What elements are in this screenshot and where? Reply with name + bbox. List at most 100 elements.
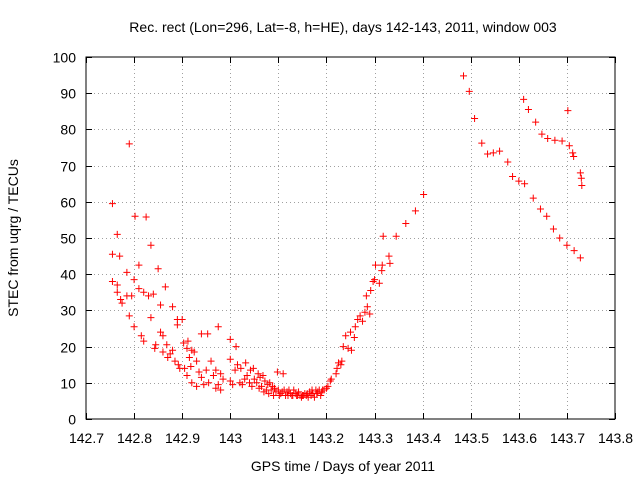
data-point [113, 230, 121, 238]
data-point [538, 130, 546, 138]
x-tick-label: 143.8 [598, 430, 633, 446]
data-point [125, 140, 133, 148]
x-tick-label: 143.1 [261, 430, 296, 446]
x-tick-label: 143.7 [550, 430, 585, 446]
data-point [118, 299, 126, 307]
y-tick-label: 40 [60, 267, 76, 283]
data-point [184, 337, 192, 345]
data-point [246, 366, 254, 374]
y-tick-label: 80 [60, 122, 76, 138]
axis-ticks [86, 57, 616, 420]
data-point [130, 276, 138, 284]
data-point [157, 301, 165, 309]
data-point [362, 292, 370, 300]
data-point [359, 317, 367, 325]
x-tick-label: 142.8 [117, 430, 152, 446]
data-point [204, 330, 212, 338]
data-point [350, 334, 358, 342]
data-point [332, 370, 340, 378]
data-point [342, 332, 350, 340]
data-point [147, 241, 155, 249]
data-point [275, 391, 283, 399]
x-tick-label: 143.6 [502, 430, 537, 446]
data-point [181, 364, 189, 372]
data-point [520, 95, 528, 103]
data-point [337, 361, 345, 369]
data-point [354, 315, 362, 323]
data-point [338, 357, 346, 365]
data-point [161, 283, 169, 291]
data-point [578, 182, 586, 190]
data-point [356, 312, 364, 320]
data-point [327, 375, 335, 383]
data-point [465, 87, 473, 95]
data-point [212, 384, 220, 392]
data-point [558, 137, 566, 145]
data-point [250, 375, 258, 383]
data-point [577, 174, 585, 182]
data-point [386, 259, 394, 267]
data-point [123, 268, 131, 276]
y-axis-label: STEC from uqrg / TECUs [5, 159, 21, 317]
data-point [128, 292, 136, 300]
data-point [169, 346, 177, 354]
data-point [375, 279, 383, 287]
y-tick-label: 90 [60, 86, 76, 102]
data-point [200, 381, 208, 389]
data-point [576, 254, 584, 262]
data-point [174, 361, 182, 369]
data-point [333, 364, 341, 372]
data-point [420, 191, 428, 199]
data-point [169, 303, 177, 311]
data-point [385, 252, 393, 260]
data-point [233, 361, 241, 369]
data-point [243, 372, 251, 380]
data-point [569, 149, 577, 157]
data-point [140, 288, 148, 296]
data-point [509, 172, 517, 180]
data-point [504, 158, 512, 166]
data-point [347, 328, 354, 336]
data-point [246, 379, 254, 387]
data-point [496, 147, 504, 155]
data-point [163, 341, 171, 349]
data-point [180, 339, 188, 347]
data-point [317, 391, 325, 399]
data-point [411, 207, 419, 215]
data-point [173, 321, 181, 329]
data-point [265, 390, 273, 398]
data-point [197, 373, 205, 381]
data-point [108, 250, 116, 258]
data-point [116, 252, 124, 260]
data-point [226, 377, 234, 385]
data-point [183, 344, 191, 352]
data-point [249, 364, 257, 372]
x-tick-label: 143.2 [309, 430, 344, 446]
data-point [241, 375, 249, 383]
data-point [214, 323, 222, 331]
data-point [295, 388, 303, 396]
data-point [187, 363, 195, 371]
x-tick-label: 143 [219, 430, 243, 446]
data-point [351, 323, 359, 331]
data-point [226, 355, 234, 363]
data-point [570, 247, 578, 255]
data-point [207, 357, 215, 365]
data-point [117, 296, 125, 304]
data-point [267, 386, 275, 394]
data-point [259, 372, 267, 380]
data-point [273, 368, 281, 376]
data-point [171, 357, 179, 365]
data-point [565, 142, 573, 150]
x-tick-label: 142.9 [165, 430, 200, 446]
data-point [532, 118, 540, 126]
data-point [484, 150, 492, 158]
data-point [258, 382, 266, 390]
data-point [339, 343, 347, 351]
data-point [254, 370, 262, 378]
data-point [205, 379, 213, 387]
data-point [178, 315, 186, 323]
x-tick-label: 143.4 [406, 430, 441, 446]
y-tick-label: 100 [53, 50, 77, 66]
data-point [135, 285, 143, 293]
